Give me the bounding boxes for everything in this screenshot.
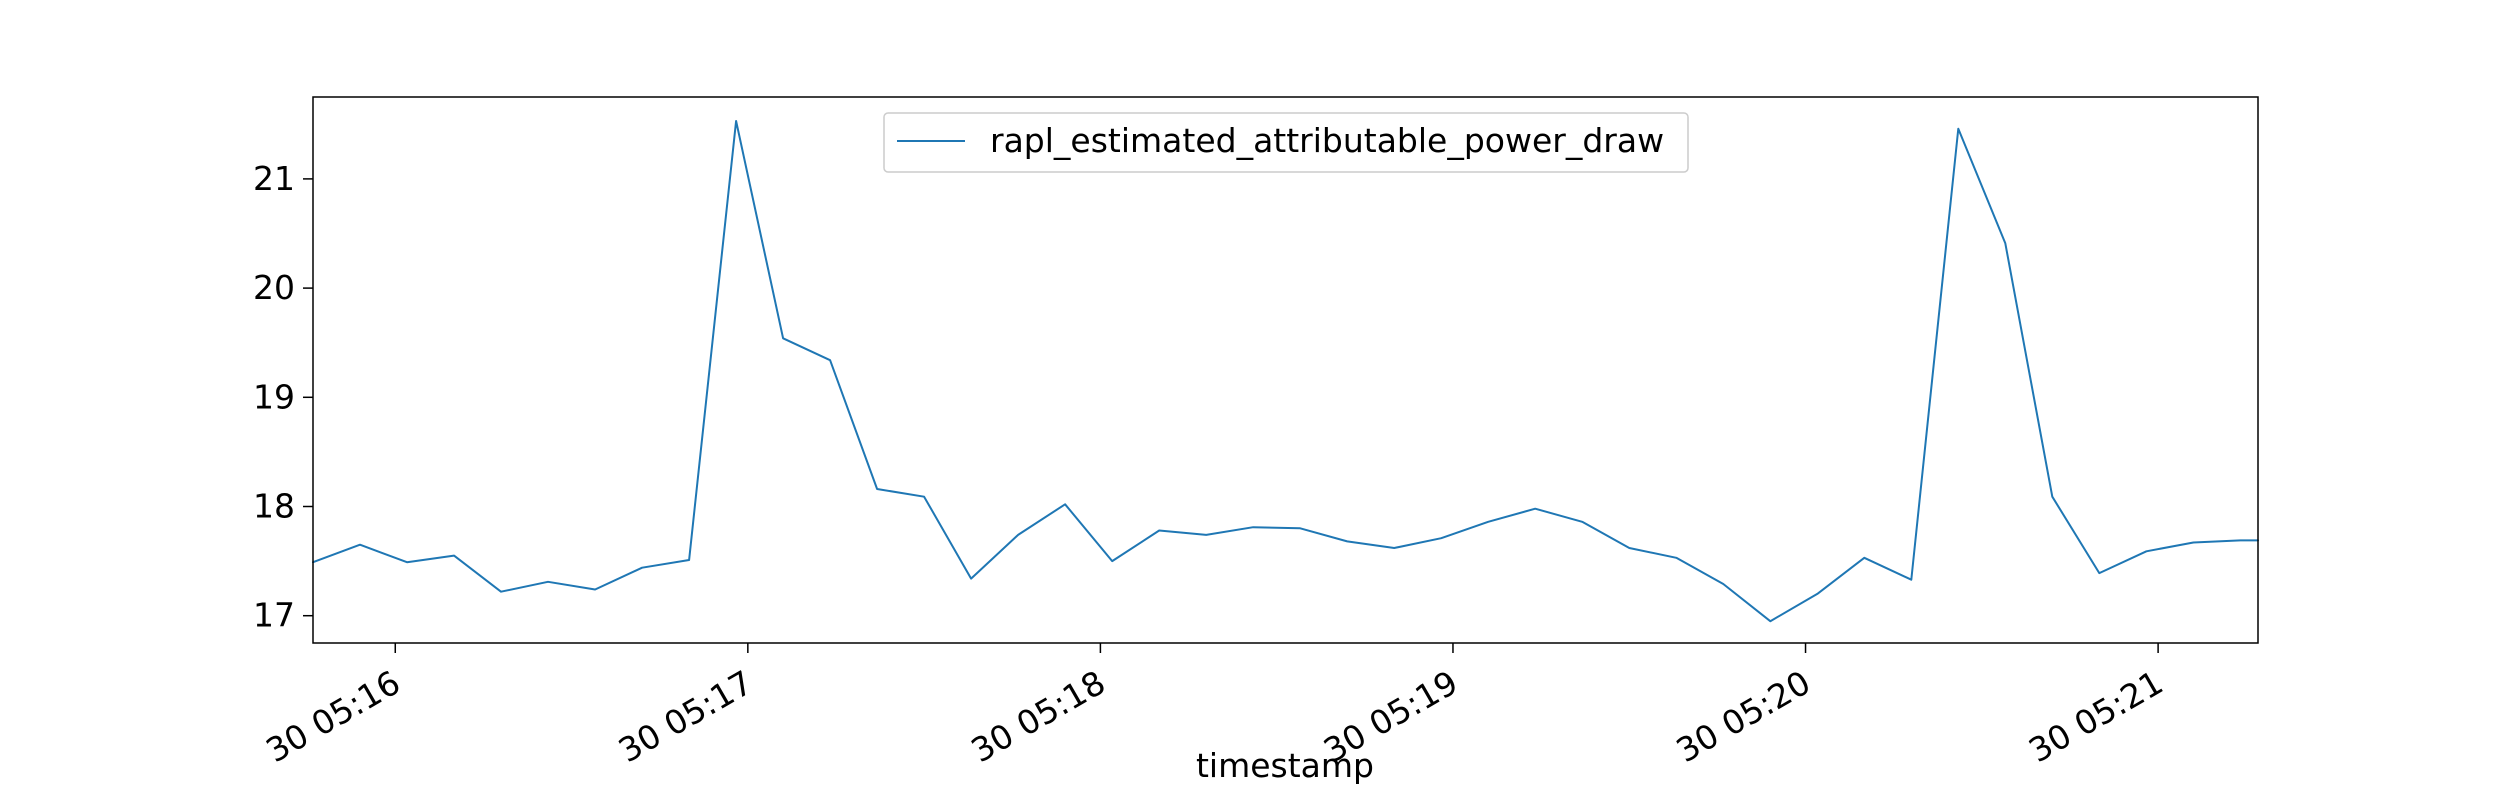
- y-tick-label: 20: [253, 268, 295, 307]
- legend: rapl_estimated_attributable_power_draw: [883, 112, 1689, 173]
- y-axis-ticks: 17 18 19 20 21: [253, 159, 313, 635]
- series-line: [312, 120, 2259, 623]
- x-tick-label: 30 05:17: [612, 663, 759, 771]
- x-tick-label: 30 05:20: [1670, 663, 1817, 771]
- y-tick-label: 17: [253, 596, 295, 635]
- legend-series-label: rapl_estimated_attributable_power_draw: [990, 121, 1664, 160]
- legend-box: [883, 112, 1689, 173]
- x-tick-label: 30 05:16: [259, 663, 406, 771]
- x-tick-label: 30 05:21: [2022, 663, 2169, 771]
- y-tick-label: 19: [253, 377, 295, 416]
- series-layer: [312, 120, 2259, 623]
- x-tick-label: 30 05:18: [964, 663, 1111, 771]
- plot-area-frame: [312, 96, 2259, 644]
- x-axis-label: timestamp: [1196, 746, 1374, 785]
- y-tick-label: 18: [253, 487, 295, 526]
- y-tick-label: 21: [253, 159, 295, 198]
